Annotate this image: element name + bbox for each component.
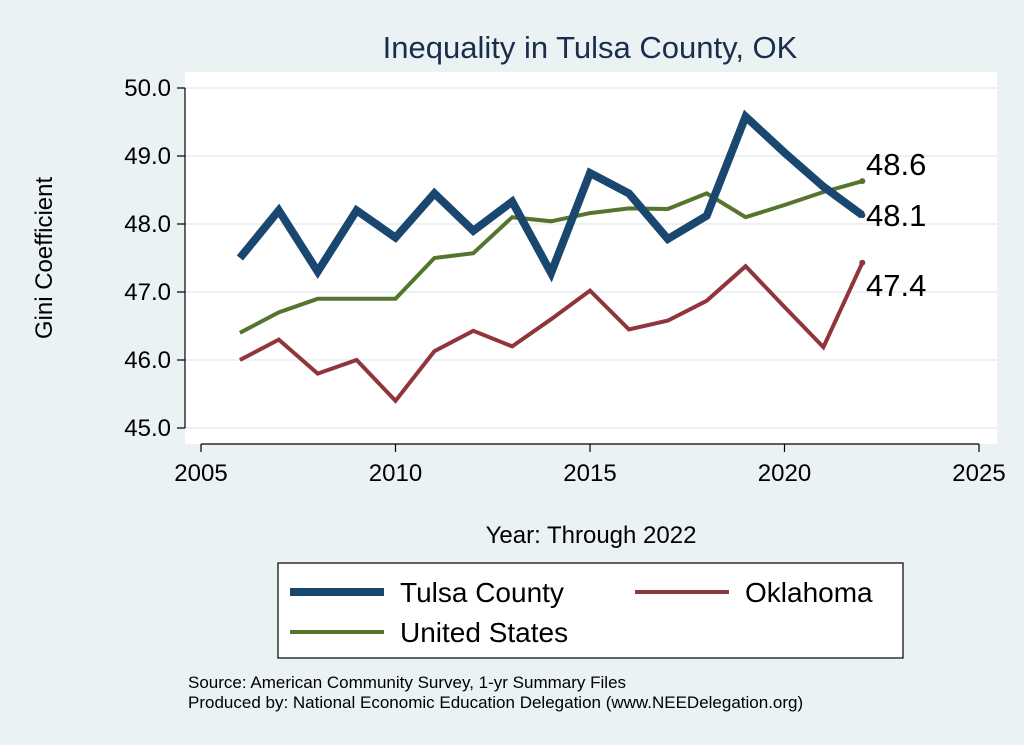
end-label-united-states: 48.6: [866, 147, 926, 182]
produced-by-note: Produced by: National Economic Education…: [188, 693, 803, 712]
y-tick-label: 45.0: [124, 415, 171, 442]
axes: 45.0 46.0 47.0 48.0 49.0 50.0 2005 2010 2015 2020…: [124, 75, 1005, 487]
x-tick-label: 2020: [758, 460, 811, 487]
legend-box: [277, 562, 904, 659]
end-label-oklahoma: 47.4: [866, 268, 926, 303]
legend-label-tulsa-county: Tulsa County: [400, 577, 564, 608]
y-tick-label: 49.0: [124, 143, 171, 170]
x-axis-label: Year: Through 2022: [486, 522, 697, 549]
series-line-united-states: [238, 179, 863, 335]
series-end-point-tulsa-county: [859, 212, 866, 219]
series-line-oklahoma: [238, 261, 865, 404]
y-tick-label: 50.0: [124, 75, 171, 102]
series-lines: [236, 109, 866, 404]
series-end-point-united-states: [859, 178, 866, 185]
y-tick-label: 46.0: [124, 347, 171, 374]
end-labels: 48.1 47.4 48.6: [866, 147, 926, 303]
x-tick-label: 2010: [369, 460, 422, 487]
y-tick-label: 48.0: [124, 211, 171, 238]
x-tick-label: 2015: [563, 460, 616, 487]
chart-title: Inequality in Tulsa County, OK: [383, 30, 798, 65]
end-label-tulsa-county: 48.1: [866, 198, 926, 233]
legend: Tulsa County Oklahoma United States: [277, 562, 904, 659]
x-tick-label: 2025: [952, 460, 1005, 487]
legend-label-united-states: United States: [400, 617, 568, 648]
legend-label-oklahoma: Oklahoma: [745, 577, 873, 608]
x-tick-label: 2005: [174, 460, 227, 487]
plot-area: [185, 72, 997, 444]
source-note: Source: American Community Survey, 1-yr …: [188, 673, 626, 692]
y-tick-label: 47.0: [124, 279, 171, 306]
series-line-tulsa-county: [236, 109, 865, 283]
y-axis-label: Gini Coefficient: [31, 177, 58, 340]
series-end-point-oklahoma: [859, 259, 866, 266]
